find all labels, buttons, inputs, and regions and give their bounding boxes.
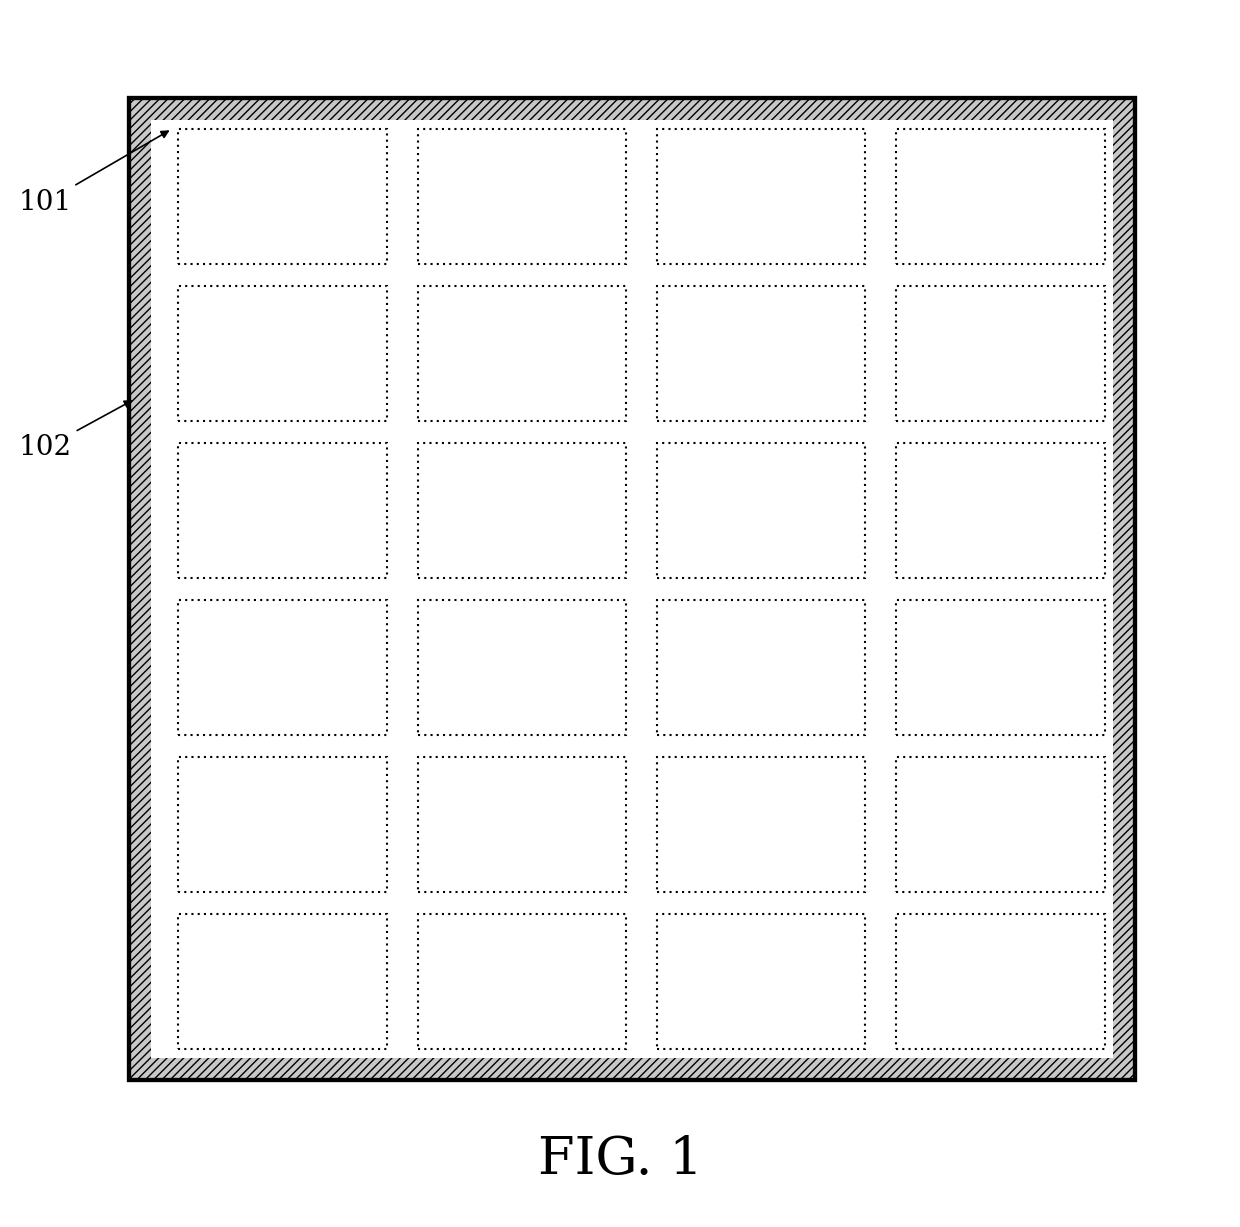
Bar	[129, 98, 1136, 1080]
Bar	[129, 98, 1136, 1080]
Bar	[418, 757, 626, 892]
Bar	[179, 757, 387, 892]
Bar	[897, 914, 1105, 1049]
Bar	[179, 286, 387, 421]
Text: FIG. 1: FIG. 1	[538, 1134, 702, 1185]
Bar	[897, 757, 1105, 892]
Bar	[179, 914, 387, 1049]
Bar	[657, 286, 866, 421]
Bar	[897, 757, 1105, 892]
Bar	[657, 914, 866, 1049]
Bar	[151, 120, 1114, 1058]
Bar	[418, 443, 626, 578]
Bar	[897, 286, 1105, 421]
Bar	[418, 757, 626, 892]
Bar	[897, 129, 1105, 264]
Text: 101: 101	[19, 131, 169, 216]
Bar	[179, 757, 387, 892]
Bar	[179, 129, 387, 264]
Bar	[897, 443, 1105, 578]
Bar	[418, 129, 626, 264]
Bar	[657, 443, 866, 578]
Bar	[657, 286, 866, 421]
Bar	[657, 129, 866, 264]
Bar	[418, 914, 626, 1049]
Bar	[418, 914, 626, 1049]
Bar	[179, 286, 387, 421]
Bar	[657, 129, 866, 264]
Bar	[657, 600, 866, 735]
Bar	[418, 443, 626, 578]
Bar	[418, 600, 626, 735]
Bar	[657, 757, 866, 892]
Bar	[179, 600, 387, 735]
Bar	[418, 129, 626, 264]
Bar	[897, 129, 1105, 264]
Bar	[179, 600, 387, 735]
Bar	[657, 757, 866, 892]
Bar	[418, 286, 626, 421]
Bar	[657, 443, 866, 578]
Bar	[179, 914, 387, 1049]
Bar	[179, 443, 387, 578]
Bar	[179, 443, 387, 578]
Bar	[657, 600, 866, 735]
Bar	[897, 286, 1105, 421]
Bar	[179, 129, 387, 264]
Text: 102: 102	[19, 401, 131, 461]
Bar	[418, 600, 626, 735]
Bar	[897, 600, 1105, 735]
Bar	[897, 914, 1105, 1049]
Bar	[418, 286, 626, 421]
Bar	[897, 443, 1105, 578]
Bar	[657, 914, 866, 1049]
Bar	[897, 600, 1105, 735]
